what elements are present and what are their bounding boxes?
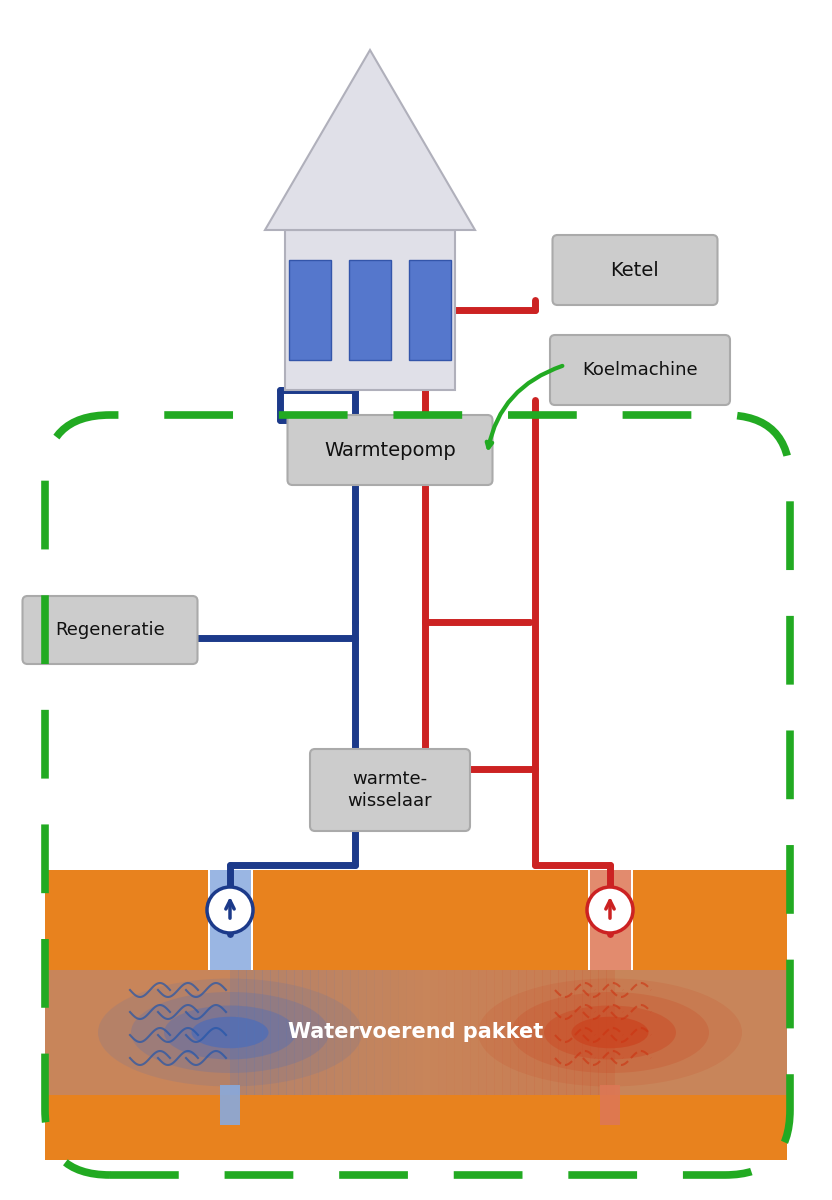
Bar (588, 870, 633, 970)
Ellipse shape (572, 1016, 648, 1049)
Circle shape (587, 887, 633, 934)
Bar (334, 970, 343, 1094)
Ellipse shape (98, 978, 362, 1086)
Bar (45, 1094, 787, 1160)
Bar (446, 970, 455, 1094)
Bar (390, 970, 399, 1094)
Bar (398, 970, 407, 1094)
Bar (470, 970, 479, 1094)
Ellipse shape (131, 992, 329, 1073)
Bar (374, 970, 383, 1094)
Bar (550, 970, 559, 1094)
Text: Koelmachine: Koelmachine (582, 361, 698, 379)
FancyBboxPatch shape (22, 596, 197, 664)
Bar (382, 970, 391, 1094)
Bar (478, 970, 487, 1094)
Bar (220, 1085, 240, 1126)
Bar (406, 970, 415, 1094)
Bar (582, 970, 591, 1094)
Polygon shape (265, 50, 475, 230)
Bar (598, 970, 607, 1094)
Bar (350, 970, 359, 1094)
Bar (326, 970, 335, 1094)
Bar (518, 970, 527, 1094)
Bar (600, 1085, 620, 1126)
Bar (574, 970, 583, 1094)
Bar (310, 970, 319, 1094)
Bar (286, 970, 295, 1094)
Bar (558, 970, 567, 1094)
Bar (438, 970, 447, 1094)
Text: Watervoerend pakket: Watervoerend pakket (289, 1022, 543, 1043)
Bar (494, 970, 503, 1094)
Bar (502, 970, 511, 1094)
Bar (302, 970, 311, 1094)
Ellipse shape (544, 1006, 676, 1060)
Bar (422, 970, 431, 1094)
Bar (45, 870, 787, 970)
Text: warmte-
wisselaar: warmte- wisselaar (348, 770, 433, 810)
Bar (289, 260, 331, 360)
Bar (285, 230, 455, 390)
FancyBboxPatch shape (310, 749, 470, 830)
Ellipse shape (511, 992, 709, 1073)
Bar (542, 970, 551, 1094)
Bar (454, 970, 463, 1094)
Bar (606, 970, 615, 1094)
Bar (238, 970, 247, 1094)
Bar (526, 970, 535, 1094)
Bar (414, 970, 423, 1094)
Bar (254, 970, 263, 1094)
Ellipse shape (164, 1006, 296, 1060)
Bar (430, 970, 439, 1094)
Bar (366, 970, 375, 1094)
FancyBboxPatch shape (550, 335, 730, 404)
Bar (246, 970, 255, 1094)
Bar (358, 970, 367, 1094)
Bar (294, 970, 303, 1094)
Bar (230, 970, 239, 1094)
Bar (278, 970, 287, 1094)
Bar (318, 970, 327, 1094)
Bar (462, 970, 471, 1094)
Bar (534, 970, 543, 1094)
Bar (342, 970, 351, 1094)
Ellipse shape (478, 978, 742, 1086)
Circle shape (207, 887, 253, 934)
Text: Regeneratie: Regeneratie (55, 622, 165, 638)
Bar (262, 970, 271, 1094)
FancyBboxPatch shape (552, 235, 717, 305)
Text: Ketel: Ketel (611, 260, 660, 280)
Bar (208, 870, 253, 970)
Bar (45, 970, 787, 1094)
Bar (486, 970, 495, 1094)
FancyBboxPatch shape (288, 415, 493, 485)
Bar (349, 260, 391, 360)
Bar (566, 970, 575, 1094)
Bar (409, 260, 451, 360)
Bar (210, 870, 251, 970)
Bar (590, 970, 599, 1094)
Bar (590, 870, 631, 970)
Text: Warmtepomp: Warmtepomp (324, 440, 456, 460)
Ellipse shape (191, 1016, 269, 1049)
Bar (270, 970, 279, 1094)
Bar (510, 970, 519, 1094)
